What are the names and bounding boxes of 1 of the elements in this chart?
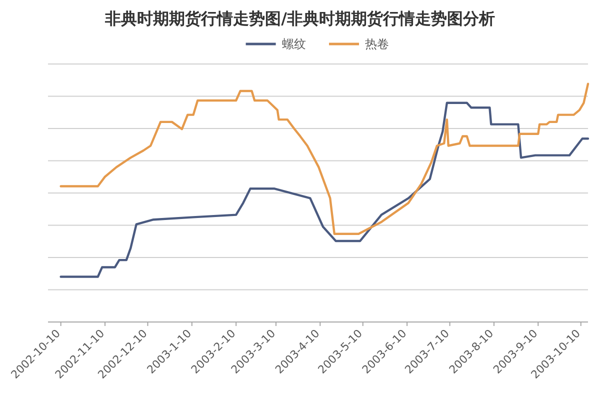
title: 非典时期期货行情走势图/非典时期期货行情走势图分析 (105, 9, 495, 28)
